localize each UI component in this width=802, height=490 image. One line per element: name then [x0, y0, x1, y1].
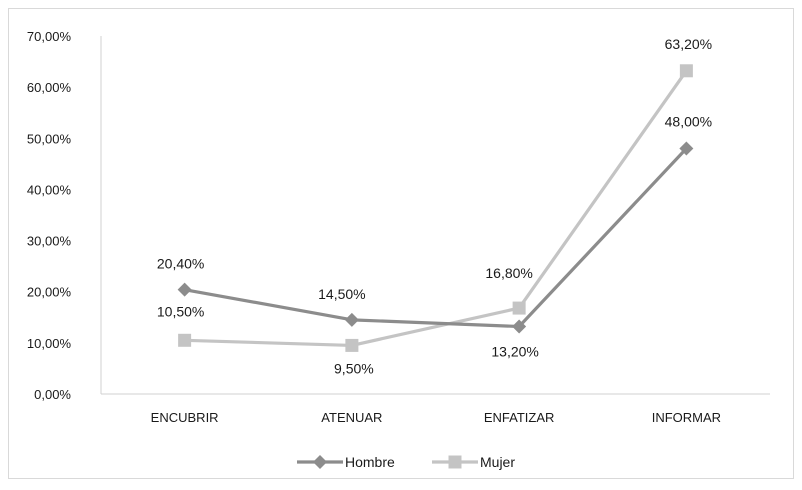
data-label-hombre: 13,20% [491, 343, 538, 359]
y-axis-ticks: 0,00% 10,00% 20,00% 30,00% 40,00% 50,00% 60,00… [27, 29, 72, 402]
data-point-hombre [177, 282, 192, 297]
series-lines [184, 69, 688, 348]
legend-label-hombre: Hombre [345, 454, 395, 470]
data-point-mujer [679, 64, 693, 78]
y-tick-label: 10,00% [27, 336, 72, 351]
data-point-hombre [512, 319, 527, 334]
data-labels: 20,40% 14,50% 13,20% 48,00% 10,50% 9,50% 16,80… [157, 36, 712, 377]
x-axis-categories: ENCUBRIR ATENUAR ENFATIZAR INFORMAR [151, 410, 721, 425]
data-label-mujer: 10,50% [157, 303, 204, 319]
y-tick-label: 40,00% [27, 182, 72, 197]
legend-marker-mujer [448, 455, 462, 469]
data-label-hombre: 14,50% [318, 286, 365, 302]
y-tick-label: 60,00% [27, 80, 72, 95]
chart-border [8, 8, 794, 479]
y-tick-label: 50,00% [27, 131, 72, 146]
legend-marker-hombre [313, 455, 327, 469]
y-tick-label: 70,00% [27, 29, 72, 44]
y-tick-label: 20,00% [27, 285, 72, 300]
y-tick-label: 30,00% [27, 234, 72, 249]
data-label-hombre: 20,40% [157, 256, 204, 272]
data-point-hombre [344, 312, 359, 327]
data-point-mujer [345, 338, 359, 352]
data-point-mujer [512, 301, 526, 315]
data-point-mujer [178, 333, 192, 347]
y-tick-label: 0,00% [34, 387, 71, 402]
x-category-label: ENCUBRIR [151, 410, 219, 425]
legend: Hombre Mujer [297, 454, 515, 470]
data-point-hombre [679, 141, 694, 156]
data-label-mujer: 63,20% [665, 36, 712, 52]
x-category-label: ATENUAR [321, 410, 382, 425]
legend-label-mujer: Mujer [480, 454, 515, 470]
x-category-label: ENFATIZAR [484, 410, 555, 425]
series-line-mujer [184, 69, 688, 348]
series-markers [177, 64, 694, 352]
series-line-hombre [184, 147, 688, 329]
data-label-mujer: 9,50% [334, 360, 374, 376]
data-label-mujer: 16,80% [485, 265, 532, 281]
data-label-hombre: 48,00% [665, 114, 712, 130]
x-category-label: INFORMAR [652, 410, 721, 425]
